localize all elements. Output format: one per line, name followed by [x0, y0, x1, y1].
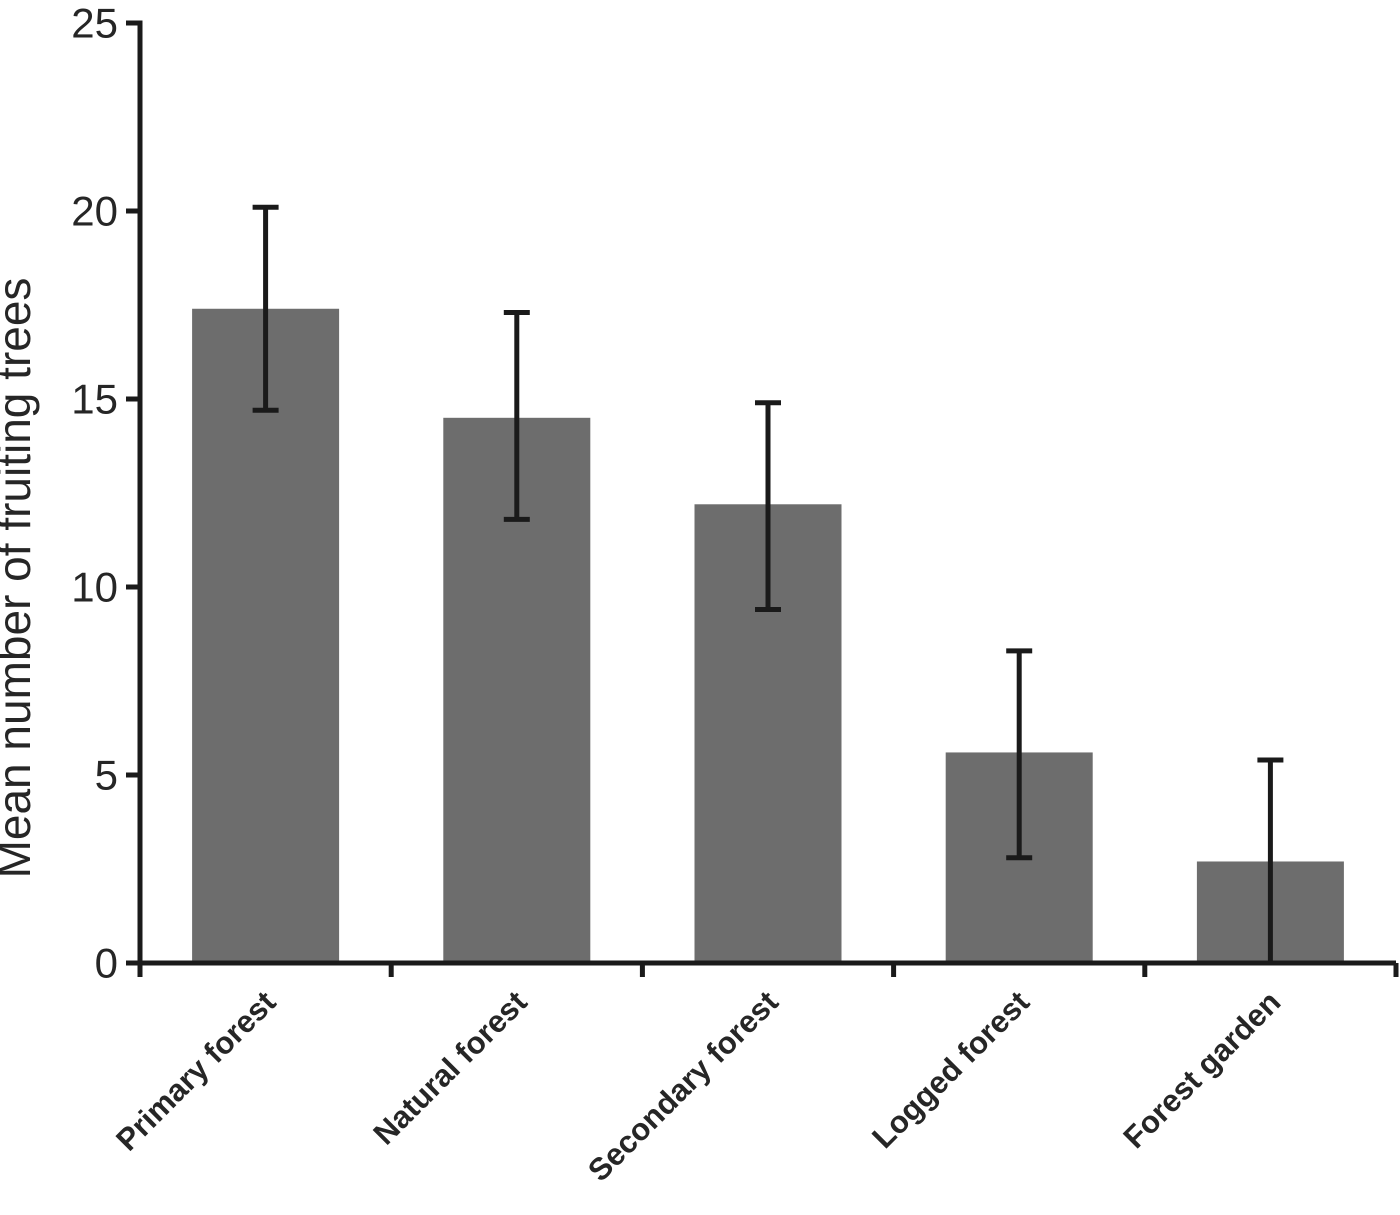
y-tick-label-10: 10 — [71, 563, 118, 610]
y-tick-label-5: 5 — [95, 751, 118, 798]
y-tick-label-0: 0 — [95, 939, 118, 986]
x-category-label-natural-forest: Natural forest — [366, 984, 533, 1151]
y-tick-label-25: 25 — [71, 0, 118, 46]
bar-primary-forest — [192, 308, 340, 963]
x-category-label-logged-forest: Logged forest — [865, 984, 1036, 1155]
x-category-label-forest-garden: Forest garden — [1116, 984, 1287, 1155]
x-category-label-secondary-forest: Secondary forest — [581, 984, 785, 1188]
y-axis-label: Mean number of fruiting trees — [0, 278, 40, 879]
y-tick-label-15: 15 — [71, 375, 118, 422]
plot-layer: 0 5 10 15 20 25 Primary forest Natural forest Se… — [71, 0, 1399, 1188]
y-tick-label-20: 20 — [71, 187, 118, 234]
x-category-label-primary-forest: Primary forest — [109, 984, 282, 1157]
